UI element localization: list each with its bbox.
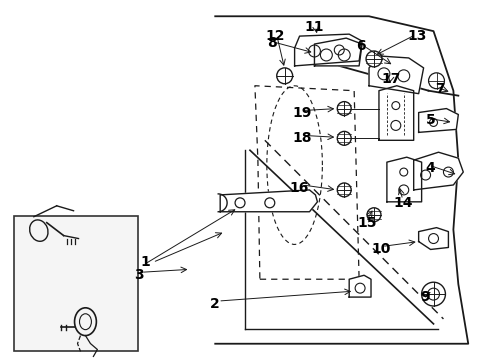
Polygon shape bbox=[348, 275, 370, 297]
Circle shape bbox=[366, 51, 381, 67]
Text: 11: 11 bbox=[304, 20, 324, 34]
Circle shape bbox=[337, 102, 350, 116]
Text: 12: 12 bbox=[264, 29, 284, 43]
Polygon shape bbox=[368, 56, 423, 94]
Polygon shape bbox=[294, 34, 361, 66]
Text: 8: 8 bbox=[266, 36, 276, 50]
Text: 7: 7 bbox=[434, 82, 444, 96]
Circle shape bbox=[427, 73, 444, 89]
Circle shape bbox=[276, 68, 292, 84]
Text: 17: 17 bbox=[380, 72, 400, 86]
Circle shape bbox=[421, 282, 445, 306]
Polygon shape bbox=[413, 152, 462, 190]
Text: 13: 13 bbox=[406, 29, 426, 43]
Text: 14: 14 bbox=[392, 196, 412, 210]
Text: 19: 19 bbox=[292, 105, 312, 120]
Polygon shape bbox=[386, 157, 421, 202]
Text: 18: 18 bbox=[292, 131, 312, 145]
Polygon shape bbox=[378, 86, 413, 140]
Text: 4: 4 bbox=[425, 161, 434, 175]
Text: 10: 10 bbox=[370, 242, 390, 256]
Circle shape bbox=[337, 131, 350, 145]
Polygon shape bbox=[220, 190, 317, 212]
Text: 9: 9 bbox=[419, 290, 428, 304]
Polygon shape bbox=[418, 228, 447, 249]
Text: 16: 16 bbox=[289, 181, 308, 195]
Polygon shape bbox=[418, 109, 457, 132]
Bar bbox=[14, 216, 138, 351]
Polygon shape bbox=[314, 38, 361, 66]
Text: 1: 1 bbox=[141, 255, 150, 269]
Text: 2: 2 bbox=[210, 297, 220, 311]
Text: 5: 5 bbox=[425, 113, 434, 127]
Circle shape bbox=[337, 183, 350, 197]
Text: 6: 6 bbox=[356, 39, 365, 53]
Text: 15: 15 bbox=[357, 216, 376, 230]
Text: 3: 3 bbox=[134, 268, 143, 282]
Circle shape bbox=[366, 208, 380, 222]
